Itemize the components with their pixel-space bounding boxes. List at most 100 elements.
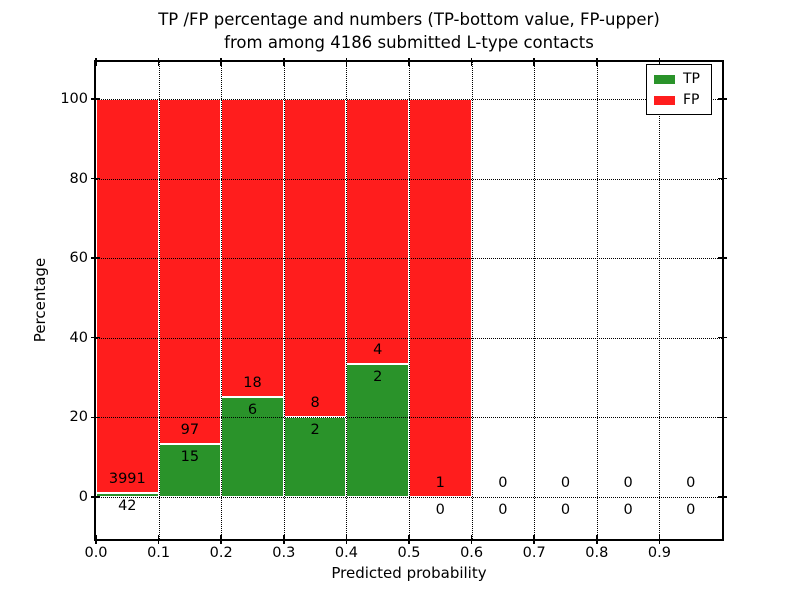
chart-title-line1: TP /FP percentage and numbers (TP-bottom… [158,10,660,29]
y-tick-mark [718,177,727,180]
bar-tp-segment [221,397,284,497]
x-tick-mark [283,535,285,544]
grid-line-y [96,496,722,498]
x-tick-mark [470,58,473,66]
y-tick-mark [91,177,100,180]
y-tick-mark [91,257,100,259]
legend-item-fp: FP [654,93,705,107]
fp-color-swatch-icon [654,95,675,105]
fp-count-label: 0 [560,474,571,491]
y-tick-mark [91,496,100,498]
fp-count-label: 97 [180,421,200,438]
y-tick-mark [718,98,727,100]
x-tick-mark [533,58,535,66]
x-tick-label: 0.4 [334,545,358,561]
grid-line-x [534,62,536,539]
x-tick-mark [345,58,348,66]
x-tick-mark [157,535,160,544]
grid-line-x [283,62,285,539]
grid-line-x [346,62,348,539]
fp-count-label: 1 [435,474,445,491]
grid-line-y [96,258,722,260]
x-tick-label: 0.5 [397,545,421,561]
tp-count-label: 2 [310,422,320,439]
chart-title-line2: from among 4186 submitted L-type contact… [224,33,594,52]
fp-count-label: 8 [310,395,320,412]
y-tick-mark [718,336,727,339]
x-tick-label: 0.8 [585,545,609,561]
x-tick-mark [658,535,661,544]
grid-line-x [158,62,160,539]
x-tick-label: 0.3 [272,545,296,561]
grid-line-y [96,337,722,339]
legend-label-tp: TP [683,71,700,87]
plot-area: TP FP 3991 42 97 15 18 6 8 2 4 2 1 0 0 0 0 0 0 0 0 0 [91,58,727,544]
bar-tp-segment [158,443,222,497]
grid-line-x [221,62,223,539]
fp-count-label: 18 [243,375,262,392]
x-tick-mark [157,58,160,66]
grid-line-x [471,62,473,539]
tp-count-label: 2 [373,369,383,386]
grid-line-y [96,417,722,419]
y-tick-mark [91,336,100,339]
x-axis-label: Predicted probability [331,564,487,582]
x-tick-mark [95,535,97,544]
x-tick-mark [220,535,222,544]
grid-line-x [409,62,410,539]
tp-count-label: 42 [118,497,137,514]
y-tick-mark [91,98,100,100]
x-tick-mark [596,535,598,544]
tp-count-label: 0 [560,501,571,518]
tp-count-label: 6 [247,402,258,419]
x-tick-mark [408,58,410,66]
legend: TP FP [646,64,712,115]
grid-line-y [96,178,722,180]
x-tick-mark [408,535,410,544]
x-tick-label: 0.0 [84,545,108,561]
fp-count-label: 0 [498,474,508,491]
grid-line-y [96,98,722,100]
x-tick-mark [220,58,222,66]
grid-line-x [659,62,661,539]
x-tick-mark [658,58,661,66]
grid-line-x [596,62,598,539]
x-tick-mark [95,58,97,66]
y-tick-mark [718,416,727,418]
x-tick-mark [533,535,535,544]
legend-label-fp: FP [683,92,700,108]
chart-title: TP /FP percentage and numbers (TP-bottom… [96,8,722,54]
x-tick-label: 0.6 [460,545,484,561]
fp-count-label: 0 [623,474,633,491]
x-tick-mark [470,535,473,544]
x-tick-mark [596,58,598,66]
bar-fp-segment [409,98,472,497]
x-tick-mark [345,535,348,544]
y-tick-mark [91,416,100,418]
y-tick-label: 60 [69,250,88,267]
bar-tp-segment [283,417,347,497]
y-tick-mark [718,496,727,498]
bar-fp-segment [158,98,222,444]
y-tick-label: 80 [69,170,88,187]
bar-tp-segment [96,492,159,497]
tp-color-swatch-icon [654,74,675,84]
x-tick-label: 0.7 [522,545,546,561]
legend-item-tp: TP [654,72,705,86]
y-tick-label: 100 [60,90,88,107]
fp-count-label: 0 [686,474,696,491]
x-tick-mark [283,58,285,66]
fp-count-label: 3991 [108,470,146,487]
bar-fp-segment [96,98,159,493]
bar-fp-segment [221,98,284,398]
tp-count-label: 0 [498,501,508,518]
tp-count-label: 0 [623,501,633,518]
tp-count-label: 0 [435,501,445,518]
fp-count-label: 4 [373,342,383,359]
y-tick-mark [718,257,727,259]
y-tick-label: 0 [78,488,88,505]
y-tick-label: 20 [69,409,88,426]
y-tick-label: 40 [69,329,88,346]
x-tick-label: 0.9 [647,545,671,561]
